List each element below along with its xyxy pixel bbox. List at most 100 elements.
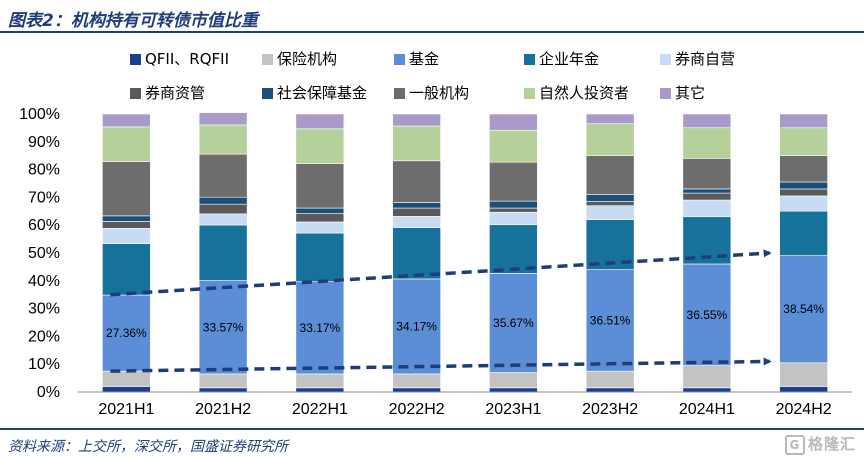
bar-segment [682,113,732,129]
bar-segment [392,216,441,228]
y-tick-label: 0% [37,384,60,401]
bar-segment [102,215,151,222]
bar-segment [295,387,345,393]
bar-segment [295,213,345,223]
legend-item: 一般机构 [394,84,469,102]
report-footer: 资料来源：上交所，深交所，国盛证券研究所 G 格隆汇 [0,428,864,457]
bar-segment [682,365,732,389]
bar-segment [779,113,828,129]
watermark-logo: G 格隆汇 [784,433,856,455]
bar-segment [392,125,441,162]
bar-segment [779,255,828,364]
legend-swatch [394,54,405,65]
bar-stack [489,113,538,393]
y-tick-label: 80% [28,162,60,179]
bar-segment [392,113,441,127]
bar-segment [102,126,151,162]
bar-stack [779,113,828,393]
legend-item: 券商自营 [660,50,735,68]
bar-segment [102,113,151,128]
data-labels: 27.36% 33.57% 33.17% 34.17% 35.67% 36.51% 36.5… [106,302,824,340]
bar-segment [392,373,441,389]
bar-stack [392,113,441,393]
bar-segment [392,202,441,209]
bar-stack [102,113,151,393]
legend-item: 社会保障基金 [262,84,367,102]
y-tick-label: 10% [28,356,60,373]
bar-segment [585,269,635,372]
bar-segment [102,386,151,393]
bar-segment [489,129,538,163]
x-tick-label: 2023H2 [582,401,638,418]
bar-segment [682,387,732,393]
legend-swatch [660,54,671,65]
bar-segment [392,387,441,393]
y-tick-label: 40% [28,273,60,290]
legend-item: 保险机构 [262,50,337,68]
bar-stack [585,113,635,393]
y-tick-label: 50% [28,245,60,262]
legend-label: 社会保障基金 [277,84,367,102]
bar-segment [585,155,635,195]
bar-segment [489,224,538,274]
data-label: 33.57% [203,320,244,334]
bar-segment [198,224,248,281]
x-tick-label: 2023H1 [485,401,541,418]
bar-stack [682,113,732,393]
bar-segment [392,227,441,280]
bar-segment [585,113,635,125]
bar-segment [295,163,345,209]
bar-segment [779,155,828,183]
legend-swatch [660,88,671,99]
x-tick-label: 2024H1 [679,401,735,418]
bar-segment [295,207,345,214]
bar-segment [682,199,732,218]
legend-item: 自然人投资者 [524,84,629,102]
y-tick-label: 30% [28,301,60,318]
bar-segment [585,370,635,389]
watermark-text: 格隆汇 [807,435,856,453]
bar-segment [102,161,151,217]
data-label: 36.51% [590,313,631,327]
y-tick-label: 100% [19,106,60,123]
bar-stack [295,113,345,393]
bar-segment [489,113,538,131]
bar-segment [489,200,538,209]
bar-segment [682,192,732,201]
legend-item: 其它 [660,84,705,102]
x-tick-label: 2022H1 [292,401,348,418]
bar-segment [779,181,828,190]
bar-segment [489,372,538,389]
bar-segment [295,128,345,164]
bar-segment [585,123,635,156]
legend-label: 企业年金 [539,50,599,68]
data-label: 38.54% [783,302,824,316]
bar-segment [779,362,828,387]
bar-segment [779,127,828,156]
trend-arrow [110,249,772,297]
data-label: 33.17% [300,321,341,335]
y-tick-label: 60% [28,217,60,234]
bar-segment [198,153,248,198]
source-note: 资料来源：上交所，深交所，国盛证券研究所 [8,439,288,455]
legend-swatch [130,88,141,99]
y-tick-label: 70% [28,189,60,206]
bar-stacks [102,112,828,393]
legend-swatch [394,88,405,99]
legend-label: 基金 [409,50,439,68]
legend-swatch [262,54,273,65]
bar-segment [585,194,635,202]
y-tick-label: 20% [28,328,60,345]
x-tick-label: 2021H2 [195,401,251,418]
bar-segment [779,195,828,212]
bar-segment [489,207,538,213]
bar-segment [489,161,538,202]
data-label: 27.36% [106,326,147,340]
bar-segment [102,221,151,229]
bar-segment [198,203,248,215]
x-tick-label: 2022H2 [389,401,445,418]
bar-segment [392,278,441,375]
bar-segment [102,370,151,387]
x-axis: 2021H1 2021H2 2022H1 2022H2 2023H1 2023H2 2024… [78,391,852,418]
